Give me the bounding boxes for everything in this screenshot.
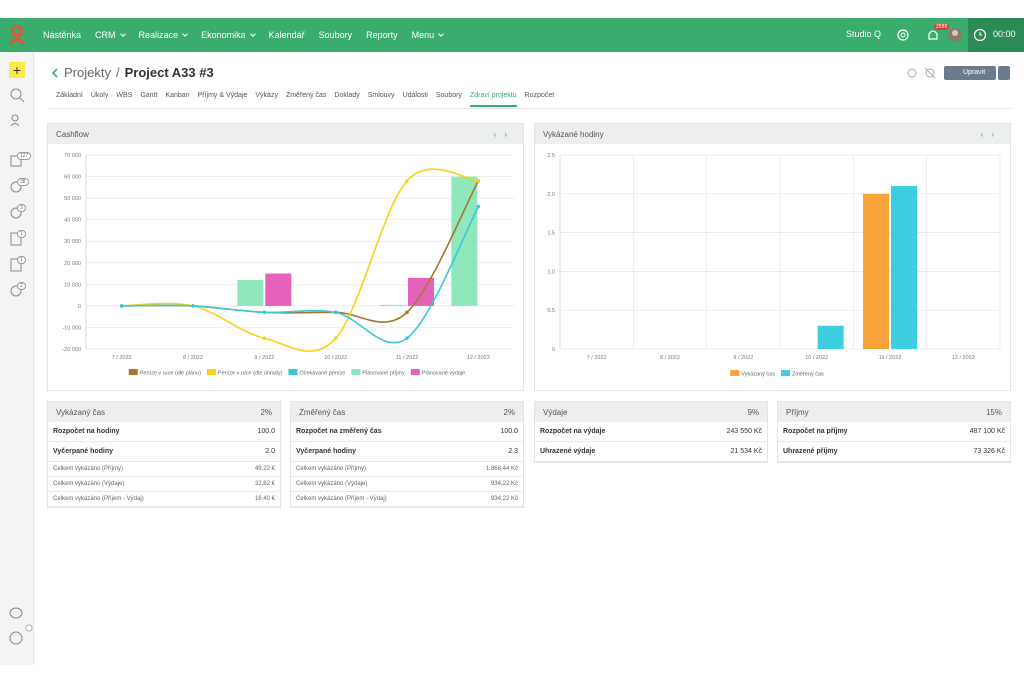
line-point [191,304,195,308]
x-tick-label: 10 / 2022 [324,355,347,361]
x-tick-label: 11 / 2022 [879,355,902,361]
legend-label: Vykázaný čas [741,372,775,378]
y-tick-label: -10 000 [62,325,81,331]
line-point [405,311,409,315]
x-tick-label: 9 / 2022 [733,355,753,361]
x-tick-label: 9 / 2022 [254,355,274,361]
legend-swatch [351,369,360,375]
legend-label: Peníze v ruce (dle plánu) [140,371,201,377]
y-tick-label: 70 000 [64,153,81,159]
y-tick-label: 30 000 [64,239,81,245]
legend-label: Změřený čas [792,372,824,378]
legend-label: Očekávané peníze [299,371,345,377]
y-tick-label: 40 000 [64,218,81,224]
x-tick-label: 7 / 2022 [112,355,132,361]
y-tick-label: 1.0 [547,269,555,275]
bar [408,278,434,306]
x-tick-label: 10 / 2022 [805,355,828,361]
y-tick-label: 50 000 [64,196,81,202]
line-point [477,205,481,209]
x-tick-label: 8 / 2022 [183,355,203,361]
legend-swatch [207,369,216,375]
y-tick-label: -20 000 [62,347,81,353]
y-tick-label: 10 000 [64,282,81,288]
legend: Peníze v ruce (dle plánu) Peníze v ruce (… [129,369,465,377]
bar [863,194,889,349]
bar [380,305,406,306]
line [122,169,479,351]
x-tick-label: 7 / 2022 [587,355,607,361]
line-point [263,336,267,340]
x-tick-label: 11 / 2022 [396,355,419,361]
line-point [405,336,409,340]
y-tick-label: 0 [78,304,81,310]
x-tick-label: 8 / 2022 [660,355,680,361]
legend: Vykázaný čas Změřený čas [730,370,824,378]
y-tick-label: 60 000 [64,175,81,181]
legend-swatch [730,370,739,376]
y-tick-label: 2.0 [547,192,555,198]
line-point [477,179,481,183]
legend-swatch [411,369,420,375]
legend-swatch [288,369,297,375]
bar [891,186,917,349]
line-point [405,179,409,183]
line-point [334,336,338,340]
line [122,207,479,343]
y-tick-label: 0.5 [547,308,555,314]
x-tick-label: 12 / 2022 [952,355,975,361]
line-point [263,311,267,315]
legend-swatch [781,370,790,376]
y-tick-label: 0 [552,347,555,353]
bar [818,326,844,349]
y-tick-label: 1.5 [547,231,555,237]
x-tick-label: 12 / 2022 [467,355,490,361]
bar [237,280,263,306]
legend-label: Peníze v ruce (dle úhrady) [218,371,283,377]
y-tick-label: 20 000 [64,261,81,267]
line-point [120,304,124,308]
y-tick-label: 2.5 [547,153,555,159]
legend-label: Plánované výdaje [422,371,465,377]
bar [265,274,291,306]
line-point [334,311,338,315]
legend-label: Plánované příjmy [362,371,405,377]
bar [451,177,477,306]
legend-swatch [129,369,138,375]
